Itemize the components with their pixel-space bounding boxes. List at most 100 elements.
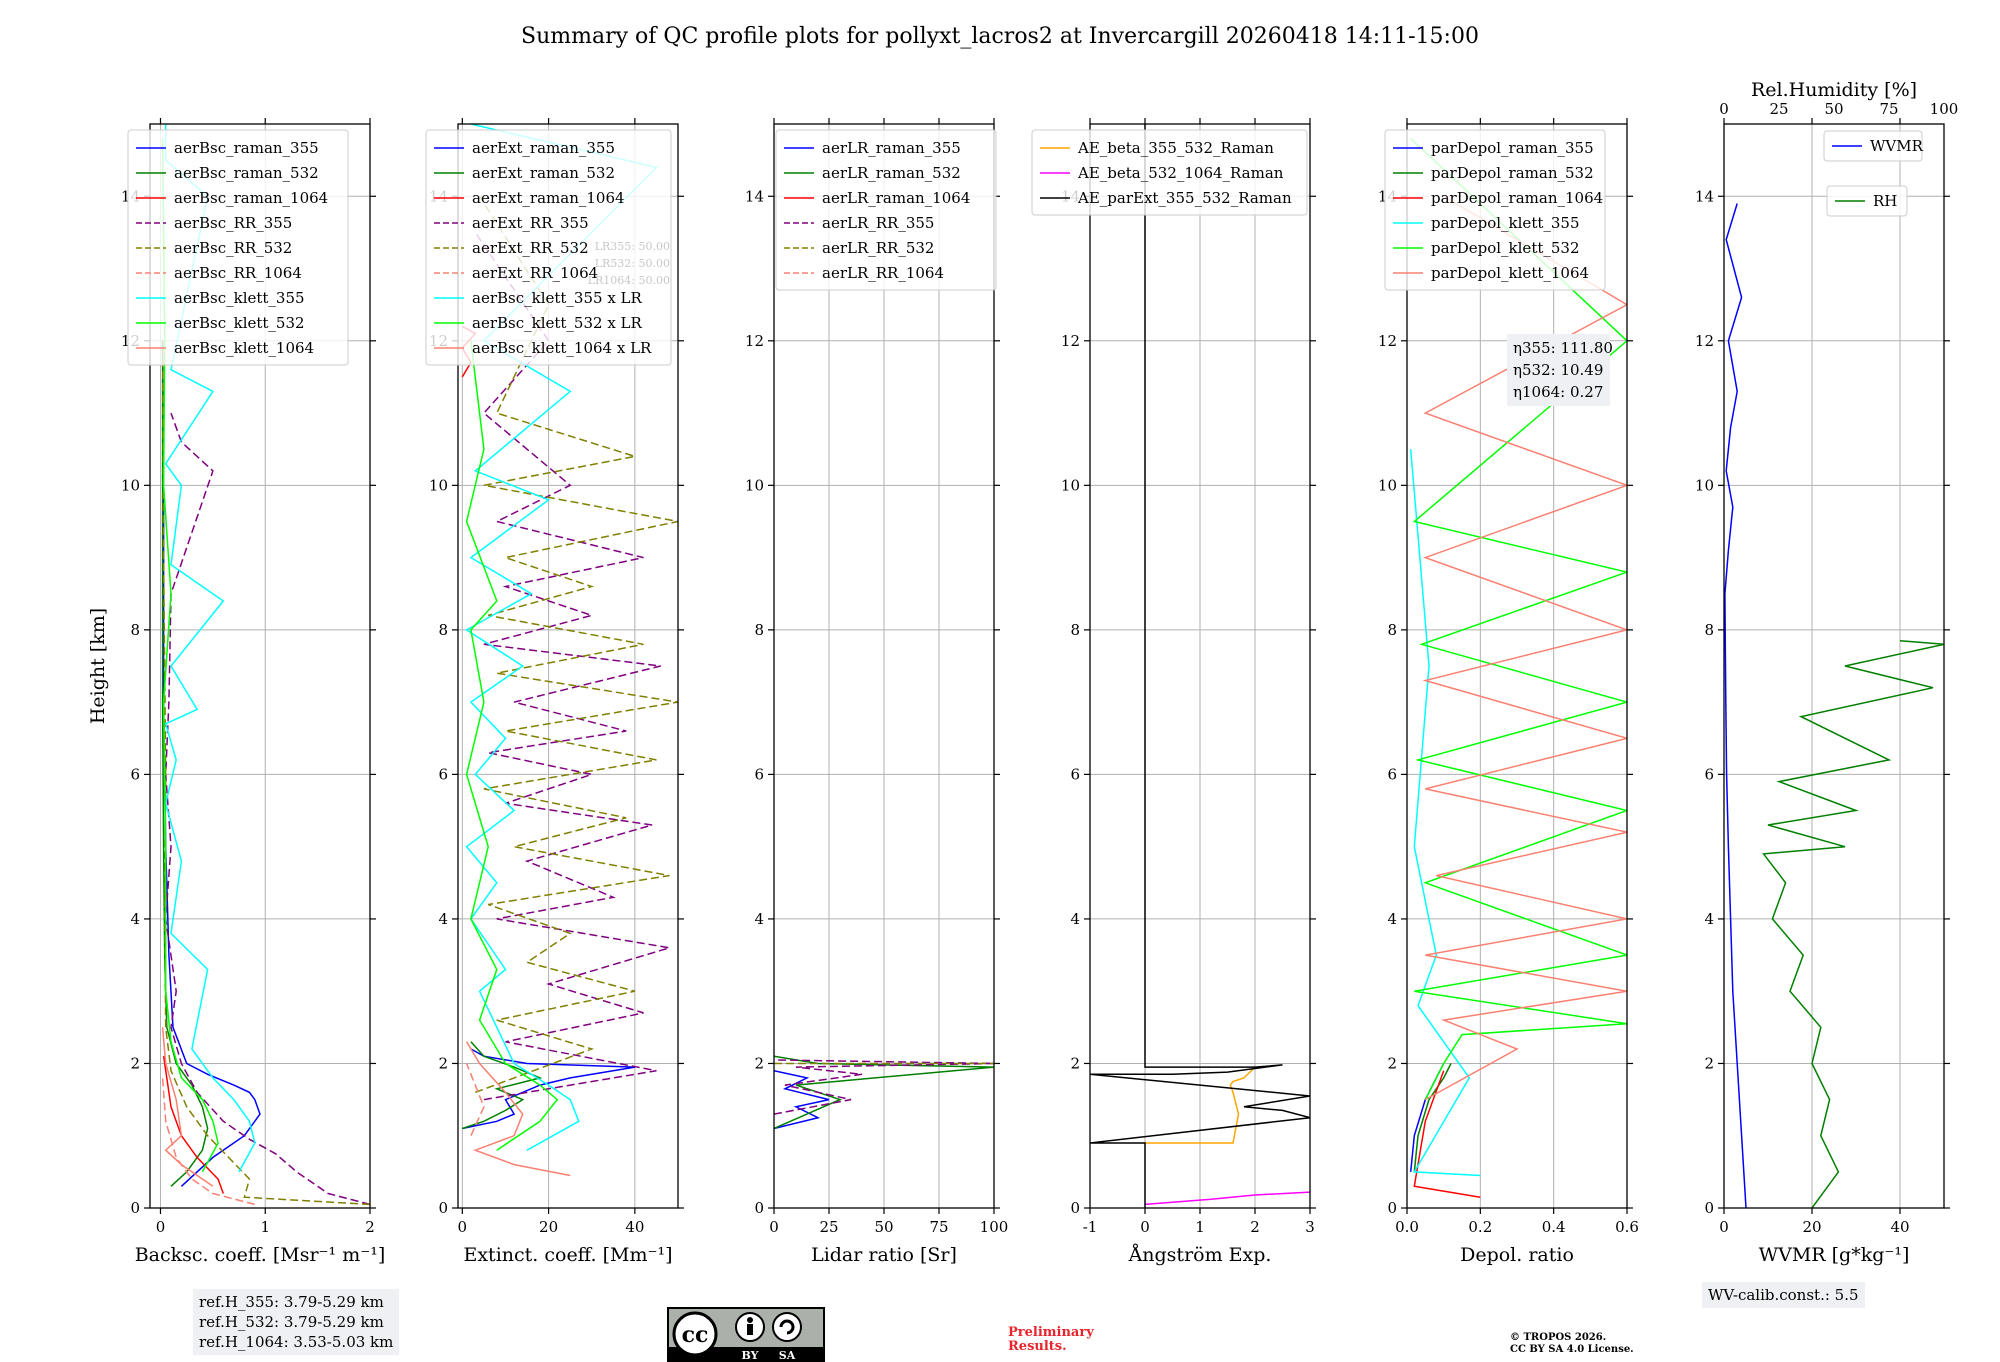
x-tick-label: 0 bbox=[1140, 1218, 1150, 1236]
x-tick-label: 0 bbox=[458, 1218, 468, 1236]
y-tick-label: 6 bbox=[1387, 765, 1397, 783]
series-aerBsc_RR_532 bbox=[161, 340, 370, 1206]
legend-label: aerLR_RR_1064 bbox=[822, 264, 944, 282]
y-tick-label: 4 bbox=[1070, 910, 1080, 928]
x-tick-label: 0 bbox=[1719, 1218, 1729, 1236]
legend-label: aerExt_RR_532 bbox=[472, 239, 589, 257]
y-tick-label: 2 bbox=[754, 1054, 764, 1072]
copyright-line-2: CC BY SA 4.0 License. bbox=[1510, 1344, 1634, 1355]
legend-label: parDepol_klett_355 bbox=[1431, 214, 1580, 232]
y-tick-label: 8 bbox=[1070, 621, 1080, 639]
series-aerBsc_klett_1064 bbox=[161, 1027, 214, 1187]
legend-label: parDepol_klett_532 bbox=[1431, 239, 1580, 257]
panel-ae: -1012302468101214Ångström Exp.AE_beta_35… bbox=[1031, 118, 1316, 1266]
legend-label: aerBsc_raman_355 bbox=[174, 139, 319, 157]
preliminary-results-note: Preliminary Results. bbox=[1008, 1326, 1094, 1354]
y-tick-label: 8 bbox=[754, 621, 764, 639]
plot-frame bbox=[1723, 123, 1945, 1209]
series-aerLR_RR_355 bbox=[774, 1059, 994, 1115]
y-tick-label: 12 bbox=[745, 332, 764, 350]
series-aerBsc_klett_355 x LR bbox=[465, 124, 658, 1151]
y-tick-label: 0 bbox=[1387, 1199, 1397, 1217]
legend-label: aerExt_RR_1064 bbox=[472, 264, 598, 282]
y-tick-label: 0 bbox=[130, 1199, 140, 1217]
wv-calibration-text: WV-calib.const.: 5.5 bbox=[1708, 1286, 1859, 1304]
y-tick-label: 2 bbox=[438, 1054, 448, 1072]
y-tick-label: 0 bbox=[438, 1199, 448, 1217]
legend-label: aerBsc_RR_532 bbox=[174, 239, 292, 257]
x-axis-label: Backsc. coeff. [Msr⁻¹ m⁻¹] bbox=[135, 1244, 386, 1266]
y-tick-label: 10 bbox=[121, 476, 140, 494]
x-tick-label: 0 bbox=[156, 1218, 166, 1236]
series-aerExt_RR_532 bbox=[475, 195, 678, 1094]
x2-axis-label: Rel.Humidity [%] bbox=[1751, 79, 1917, 101]
y-tick-label: 6 bbox=[130, 765, 140, 783]
y-tick-label: 4 bbox=[1387, 910, 1397, 928]
y-tick-label: 10 bbox=[745, 476, 764, 494]
y-tick-label: 0 bbox=[1704, 1199, 1714, 1217]
legend-label: aerExt_raman_355 bbox=[472, 139, 615, 157]
x-tick-label: 2 bbox=[365, 1218, 375, 1236]
series-aerBsc_raman_355 bbox=[161, 340, 261, 1187]
cc-by-sa-badge: cc BY SA bbox=[667, 1307, 825, 1362]
series-AE_beta_532_1064_Raman bbox=[1144, 1191, 1310, 1206]
y-tick-label: 4 bbox=[754, 910, 764, 928]
ref-height-1064: ref.H_1064: 3.53-5.03 km bbox=[199, 1333, 394, 1351]
legend-label: aerBsc_RR_1064 bbox=[174, 264, 302, 282]
x-tick-label: 100 bbox=[980, 1218, 1009, 1236]
y-tick-label: 0 bbox=[754, 1199, 764, 1217]
eta-label: η355: 111.80 bbox=[1513, 339, 1613, 357]
legend-label: aerBsc_raman_1064 bbox=[174, 189, 328, 207]
legend-label: aerExt_raman_532 bbox=[472, 164, 615, 182]
plot-frame bbox=[457, 123, 679, 1209]
x-tick-label: 0.0 bbox=[1395, 1218, 1419, 1236]
legend-label: parDepol_raman_1064 bbox=[1431, 189, 1603, 207]
legend-label: aerLR_raman_1064 bbox=[822, 189, 970, 207]
copyright-line-1: © TROPOS 2026. bbox=[1510, 1332, 1607, 1343]
x-tick-label: 40 bbox=[1890, 1218, 1909, 1236]
legend-label: aerLR_RR_532 bbox=[822, 239, 934, 257]
y-tick-label: 14 bbox=[1695, 187, 1714, 205]
y-tick-label: 8 bbox=[438, 621, 448, 639]
y-tick-label: 12 bbox=[1695, 332, 1714, 350]
legend-label: parDepol_raman_355 bbox=[1431, 139, 1594, 157]
legend-bsc: aerBsc_raman_355 aerBsc_raman_532 aerBsc_r… bbox=[127, 129, 349, 366]
x-tick-label: 20 bbox=[1802, 1218, 1821, 1236]
preliminary-line-2: Results. bbox=[1008, 1339, 1067, 1354]
legend-label: aerExt_RR_355 bbox=[472, 214, 589, 232]
series-aerExt_raman_532 bbox=[462, 1041, 543, 1130]
panel-wv: 0 20 40 0 2 4 6 8 10 12 14 WVMR [g*kg⁻¹] 0 25 50 75 100 R… bbox=[1695, 79, 1958, 1266]
legend-label: AE_beta_532_1064_Raman bbox=[1077, 164, 1284, 182]
legend-label: aerBsc_klett_1064 x LR bbox=[472, 339, 652, 357]
y-tick-label: 8 bbox=[1704, 621, 1714, 639]
legend-label: aerBsc_klett_532 bbox=[174, 314, 305, 332]
series-parDepol_klett_532 bbox=[1410, 137, 1627, 1100]
y-tick-label: 2 bbox=[130, 1054, 140, 1072]
series-aerExt_RR_1064 bbox=[465, 1063, 485, 1137]
lr-annotation: LR1064: 50.00 bbox=[588, 274, 670, 287]
legend-label: aerBsc_klett_355 bbox=[174, 289, 305, 307]
eta-box: η355: 111.80 η532: 10.49 η1064: 0.27 bbox=[1507, 334, 1613, 406]
y-tick-label: 10 bbox=[429, 476, 448, 494]
legend-label: RH bbox=[1873, 192, 1897, 210]
x-tick-label: 0.4 bbox=[1542, 1218, 1566, 1236]
y-tick-label: 2 bbox=[1704, 1054, 1714, 1072]
legend-label: aerBsc_klett_532 x LR bbox=[472, 314, 643, 332]
wv-calibration-box: WV-calib.const.: 5.5 bbox=[1702, 1282, 1865, 1308]
x2-tick-label: 50 bbox=[1824, 100, 1843, 118]
series-aerExt_RR_355 bbox=[474, 231, 670, 1101]
x-axis-label: Extinct. coeff. [Mm⁻¹] bbox=[463, 1244, 672, 1266]
legend-label: aerBsc_RR_355 bbox=[174, 214, 292, 232]
eta-label: η532: 10.49 bbox=[1513, 361, 1603, 379]
cc-by-label: BY bbox=[742, 1349, 759, 1362]
legend-label: aerExt_raman_1064 bbox=[472, 189, 625, 207]
series-aerBsc_RR_355 bbox=[164, 412, 370, 1206]
series-RH bbox=[1762, 639, 1944, 1208]
panel-depol: 0.00.20.40.602468101214Depol. ratioparDe… bbox=[1378, 118, 1639, 1266]
series-AE_parExt_355_532_Raman bbox=[1090, 124, 1310, 1208]
x-tick-label: 20 bbox=[539, 1218, 558, 1236]
y-tick-label: 4 bbox=[1704, 910, 1714, 928]
legend-ext: aerExt_raman_355 aerExt_raman_532 aerExt_r… bbox=[425, 129, 672, 366]
ref-height-532: ref.H_532: 3.79-5.29 km bbox=[199, 1313, 384, 1331]
